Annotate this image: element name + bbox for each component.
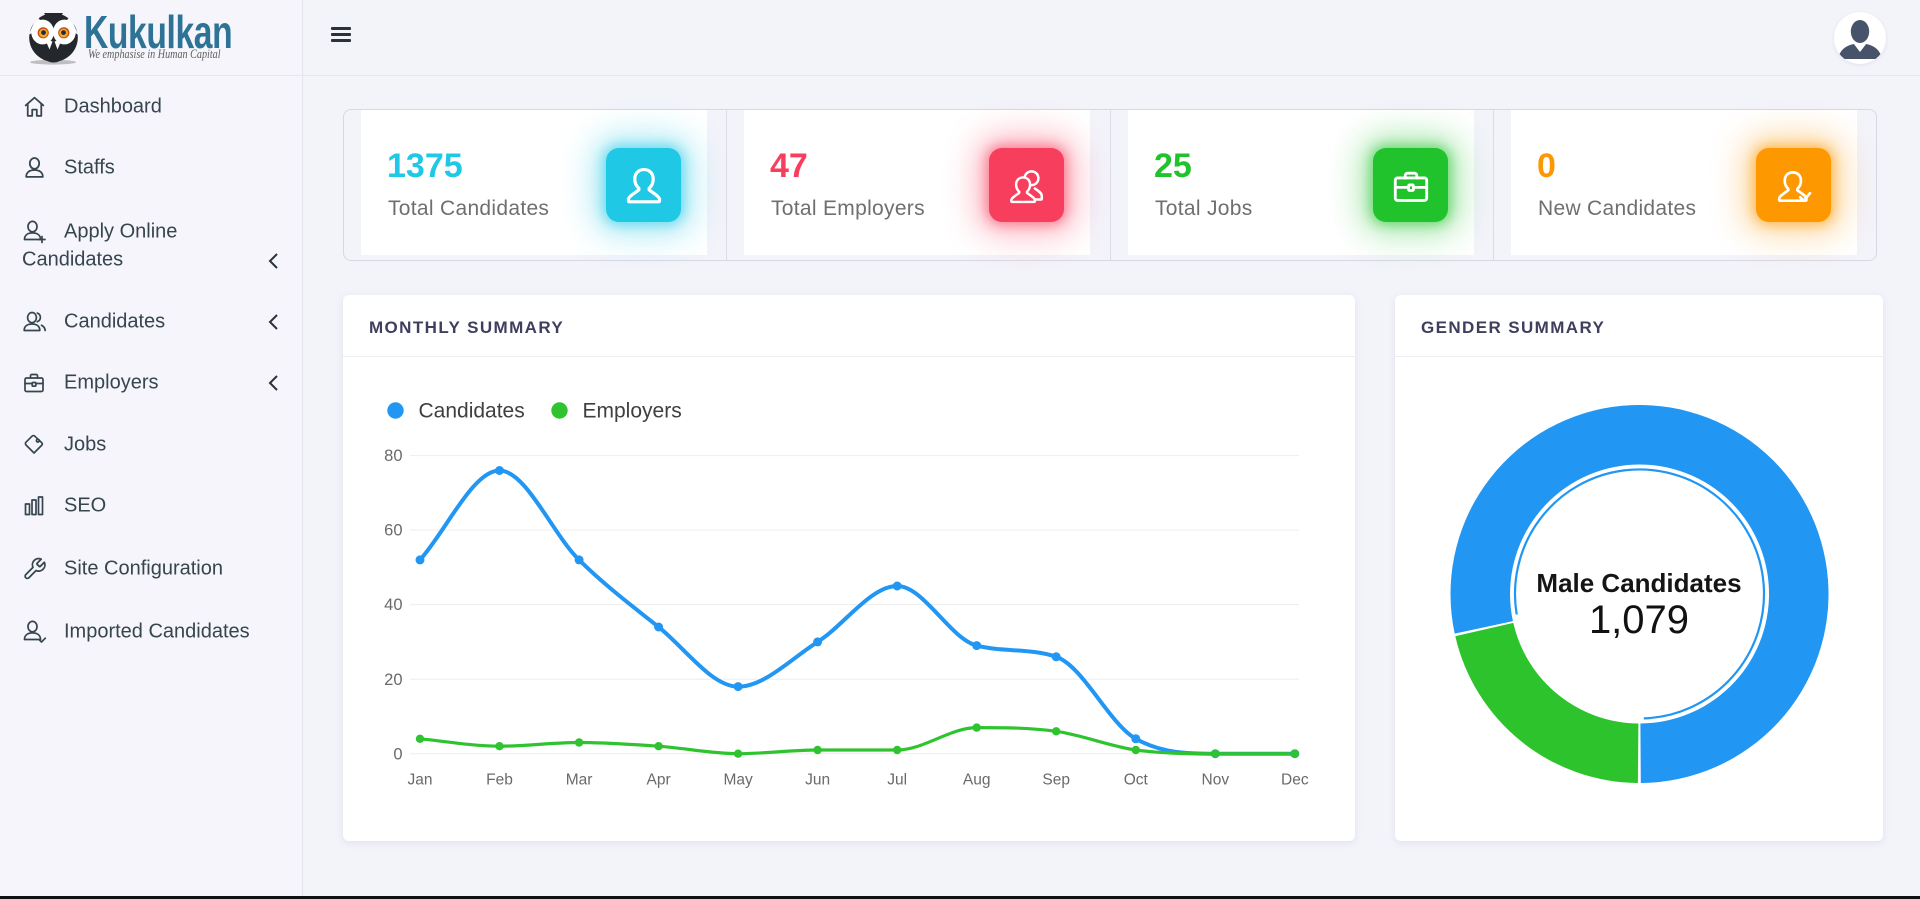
svg-text:Jan: Jan [408, 772, 433, 789]
svg-text:Aug: Aug [963, 772, 991, 789]
svg-text:Candidates: Candidates [419, 400, 525, 423]
svg-text:Oct: Oct [1124, 772, 1149, 789]
svg-text:Male Candidates: Male Candidates [1536, 568, 1741, 598]
svg-text:May: May [723, 772, 753, 789]
svg-text:Dec: Dec [1281, 772, 1309, 789]
svg-text:Apr: Apr [647, 772, 671, 789]
svg-text:Mar: Mar [566, 772, 593, 789]
svg-text:Jun: Jun [805, 772, 830, 789]
svg-text:80: 80 [384, 447, 402, 465]
svg-text:Jul: Jul [887, 772, 907, 789]
svg-text:Nov: Nov [1202, 772, 1230, 789]
svg-text:Feb: Feb [486, 772, 513, 789]
svg-text:Employers: Employers [583, 400, 682, 423]
svg-text:40: 40 [384, 596, 402, 614]
svg-text:1,079: 1,079 [1589, 598, 1689, 642]
svg-text:60: 60 [384, 522, 402, 540]
svg-text:0: 0 [393, 745, 402, 763]
svg-text:Sep: Sep [1042, 772, 1070, 789]
svg-text:20: 20 [384, 671, 402, 689]
